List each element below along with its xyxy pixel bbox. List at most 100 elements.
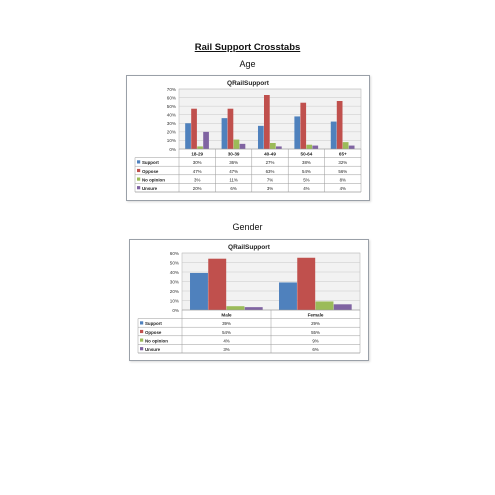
data-label: 6% (312, 347, 318, 352)
bar-oppose (263, 95, 270, 149)
y-tick-label: 50% (170, 260, 179, 265)
data-label: 8% (340, 177, 346, 182)
legend-key (140, 321, 144, 325)
bar-support (279, 282, 297, 310)
y-tick-label: 40% (167, 113, 176, 118)
gender-chart: QRailSupport 0% 10% 20% 30% 40% 50% 60% Male Fema… (129, 239, 369, 361)
bar-no-opinion (270, 143, 276, 149)
y-tick-label: 60% (170, 251, 179, 256)
data-label: 47% (193, 169, 202, 174)
data-label: 32% (338, 160, 347, 165)
data-label: 9% (312, 338, 318, 343)
data-label: 54% (302, 169, 311, 174)
bar-no-opinion (233, 139, 240, 149)
data-label: 4% (303, 186, 309, 191)
legend-key (137, 160, 141, 164)
legend-key (140, 329, 144, 334)
y-tick-label: 0% (169, 147, 176, 152)
y-tick-label: 30% (167, 121, 176, 126)
x-category-label: Female (308, 313, 324, 318)
legend-label: No opinion (145, 338, 168, 343)
legend-label: Unsure (145, 347, 161, 352)
legend-label: Support (142, 160, 159, 165)
y-tick-label: 70% (167, 87, 176, 92)
data-label: 30% (193, 160, 202, 165)
data-label: 29% (311, 321, 320, 326)
x-category-label: Male (221, 313, 232, 318)
legend-key (140, 347, 144, 351)
x-category-label: 40-49 (264, 152, 276, 157)
data-label: 3% (267, 186, 273, 191)
y-tick-label: 0% (172, 308, 179, 313)
bar-oppose (297, 257, 316, 310)
bar-oppose (227, 108, 234, 149)
legend-label: No opinion (142, 177, 165, 182)
bar-oppose (300, 102, 307, 149)
y-tick-label: 50% (167, 104, 176, 109)
plot-area (178, 88, 362, 150)
data-label: 36% (229, 160, 238, 165)
bar-support (190, 272, 208, 310)
data-label: 11% (229, 177, 238, 182)
age-chart-svg: QRailSupport 0% 10% 20% 30% 40% 50% 60% 70% 18-29… (134, 80, 362, 193)
page-title: Rail Support Crosstabs (194, 42, 301, 53)
data-label: 63% (266, 169, 275, 174)
x-category-label: 65+ (339, 152, 347, 157)
age-chart: QRailSupport 0% 10% 20% 30% 40% 50% 60% 70% 18-29… (126, 75, 370, 201)
y-tick-label: 20% (170, 289, 179, 294)
legend-key (137, 168, 141, 173)
data-label: 7% (267, 177, 273, 182)
data-label: 4% (340, 186, 346, 191)
x-category-label: 50-64 (301, 152, 313, 157)
bar-no-opinion (342, 142, 349, 149)
section-heading-age: Age (239, 59, 256, 69)
y-tick-label: 60% (167, 95, 176, 100)
data-label: 39% (222, 321, 231, 326)
chart-title: QRailSupport (227, 80, 270, 87)
y-tick-label: 40% (170, 270, 179, 275)
legend-label: Oppose (142, 169, 159, 174)
section-heading-gender: Gender (232, 222, 263, 232)
bar-support (221, 118, 228, 149)
bar-oppose (336, 101, 343, 149)
bar-support (257, 125, 264, 149)
legend-label: Support (145, 321, 162, 326)
legend-key (137, 177, 141, 181)
bar-no-opinion (306, 144, 313, 149)
bar-no-opinion (315, 301, 334, 310)
y-tick-label: 10% (170, 298, 179, 303)
data-label: 38% (302, 160, 311, 165)
y-tick-label: 30% (170, 279, 179, 284)
y-tick-label: 10% (167, 138, 176, 143)
chart-title: QRailSupport (228, 244, 271, 251)
legend-label: Oppose (145, 330, 162, 335)
bar-unsure (244, 307, 263, 310)
bar-unsure (348, 145, 355, 149)
data-label: 4% (223, 338, 229, 343)
bar-unsure (239, 143, 246, 149)
legend-label: Unsure (142, 186, 158, 191)
data-label: 55% (311, 330, 320, 335)
data-label: 47% (229, 169, 238, 174)
bar-oppose (208, 258, 227, 310)
legend-key (137, 186, 141, 190)
data-label: 54% (222, 330, 231, 335)
x-category-label: 30-39 (228, 152, 240, 157)
bar-unsure (203, 131, 209, 149)
y-tick-label: 20% (167, 130, 176, 135)
bar-unsure (276, 146, 282, 149)
data-label: 3% (194, 177, 200, 182)
bar-support (330, 121, 337, 149)
bar-support (185, 123, 191, 149)
bar-unsure (333, 304, 352, 310)
data-label: 56% (338, 169, 347, 174)
legend-key (140, 338, 144, 342)
data-label: 6% (230, 186, 236, 191)
data-label: 20% (193, 186, 202, 191)
data-label: 5% (303, 177, 309, 182)
bar-oppose (191, 108, 197, 149)
bar-support (294, 116, 301, 149)
data-label: 27% (266, 160, 275, 165)
x-category-label: 18-29 (191, 152, 203, 157)
gender-chart-svg: QRailSupport 0% 10% 20% 30% 40% 50% 60% Male Fema… (137, 244, 361, 354)
